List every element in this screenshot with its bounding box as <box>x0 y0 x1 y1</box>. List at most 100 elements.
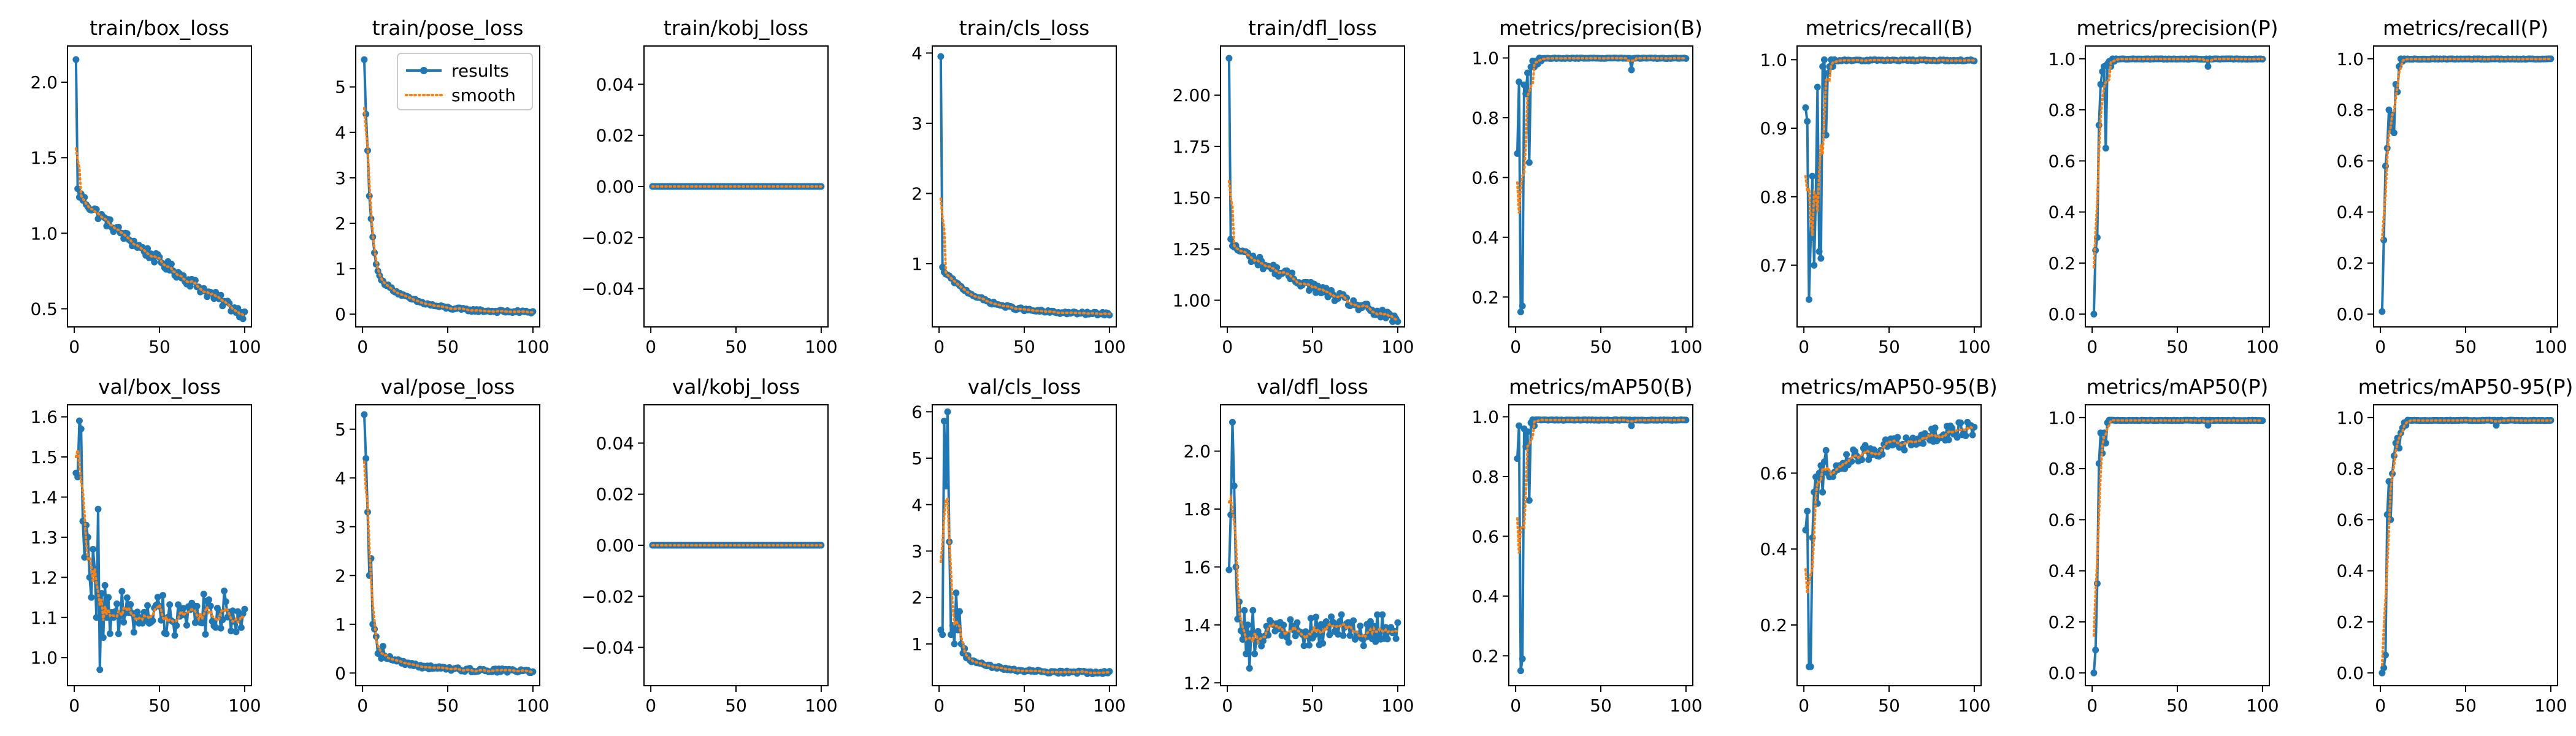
x-tick-label: 100 <box>1958 696 1990 716</box>
y-tick-label: 0.00 <box>596 535 634 556</box>
results-data-point <box>1243 650 1250 657</box>
axes-frame <box>1220 404 1405 686</box>
results-data-point <box>1517 667 1524 675</box>
y-tick-label: 4 <box>911 495 922 515</box>
results-data-point <box>1229 418 1236 426</box>
x-tick-label: 50 <box>1878 337 1900 357</box>
subplot-metrics-map50-95-b: metrics/mAP50-95(B) 0 50 100 0.2 0.4 0.6 <box>1760 375 1997 716</box>
x-tick-label: 50 <box>437 337 459 357</box>
y-tick-label: 0.00 <box>596 177 634 197</box>
y-tick-label: 3 <box>911 541 922 561</box>
x-tick-label: 0 <box>69 337 80 357</box>
y-tick-label: 1.0 <box>1760 50 1787 70</box>
y-tick-label: 1.0 <box>1471 48 1499 68</box>
smooth-series-line <box>2092 57 2264 269</box>
y-tick-label: 0.4 <box>2336 202 2364 223</box>
smooth-series-line <box>2380 419 2552 667</box>
results-data-point <box>1338 611 1345 618</box>
results-data-point <box>123 594 131 602</box>
y-tick-label: 1.0 <box>30 648 58 668</box>
results-data-point <box>1949 424 1956 432</box>
results-data-point <box>2090 669 2098 677</box>
results-data-point <box>105 594 112 601</box>
results-data-point <box>2382 651 2389 659</box>
x-tick-label: 0 <box>2375 696 2386 716</box>
results-data-point <box>113 600 121 607</box>
y-tick-label: 3 <box>335 517 346 537</box>
x-tick-label: 100 <box>2534 337 2567 357</box>
results-data-point <box>77 425 85 432</box>
results-data-point <box>1350 617 1357 624</box>
subplot-title: val/dfl_loss <box>1257 375 1368 399</box>
subplot-title: metrics/mAP50(P) <box>2087 375 2269 399</box>
x-tick-label: 0 <box>645 337 656 357</box>
results-data-point <box>1962 432 1969 439</box>
results-data-point <box>1811 261 1818 269</box>
axes-frame <box>1796 45 1982 328</box>
subplot-title: train/kobj_loss <box>664 16 808 40</box>
y-tick-label: −0.02 <box>581 228 634 248</box>
y-tick-label: 0.4 <box>2048 202 2076 223</box>
subplot-metrics-precision-b: metrics/precision(B) 0 50 100 0.2 0.4 0.6 0.8 1.… <box>1471 16 1702 357</box>
results-data-point <box>1524 428 1531 435</box>
x-tick-label: 0 <box>1510 696 1521 716</box>
y-tick-label: 0.6 <box>1760 463 1787 483</box>
subplot-metrics-recall-b: metrics/recall(B) 0 50 100 0.7 0.8 0.9 1.0 <box>1760 16 1990 357</box>
results-data-point <box>1273 264 1281 271</box>
results-data-point <box>1225 55 1233 62</box>
subplot-train-cls-loss: train/cls_loss 0 50 100 1 2 3 4 <box>911 16 1125 357</box>
results-data-point <box>1519 655 1526 662</box>
legend-smooth-label: smooth <box>451 85 516 105</box>
subplot-title: val/cls_loss <box>968 375 1081 399</box>
axes-frame <box>2373 45 2558 328</box>
results-data-point <box>1858 456 1866 464</box>
x-tick-label: 100 <box>805 337 837 357</box>
results-data-point <box>191 277 199 284</box>
y-tick-label: −0.04 <box>581 279 634 299</box>
results-data-point <box>1311 632 1318 639</box>
smooth-series-line <box>939 497 1111 675</box>
subplot-title: train/pose_loss <box>372 16 524 40</box>
results-data-point <box>362 454 370 462</box>
y-tick-label: 1.0 <box>30 223 58 243</box>
axes-frame <box>1508 404 1693 686</box>
subplot-title: metrics/mAP50-95(P) <box>2358 375 2574 399</box>
y-tick-label: 2.0 <box>30 72 58 93</box>
x-tick-label: 50 <box>437 696 459 716</box>
plot-area <box>1514 416 1690 675</box>
results-data-point <box>1628 422 1635 429</box>
results-data-point <box>2102 145 2109 152</box>
y-tick-label: 4 <box>911 43 922 63</box>
results-data-point <box>205 596 213 604</box>
results-data-point <box>96 666 104 673</box>
results-data-point <box>134 608 141 616</box>
results-data-point <box>1225 566 1233 573</box>
results-data-point <box>166 601 174 608</box>
results-data-point <box>1322 618 1330 626</box>
results-data-point <box>1237 627 1244 634</box>
y-tick-label: 1.6 <box>1183 557 1211 577</box>
results-data-point <box>183 621 190 629</box>
x-tick-label: 0 <box>1222 337 1233 357</box>
x-tick-label: 50 <box>1013 337 1035 357</box>
results-data-point <box>1909 434 1917 442</box>
results-data-point <box>1227 236 1235 243</box>
results-data-point <box>1807 663 1814 670</box>
y-tick-label: 1.4 <box>1183 615 1211 635</box>
results-data-point <box>1524 69 1531 77</box>
subplot-title: val/box_loss <box>98 375 221 399</box>
results-data-point <box>180 605 187 612</box>
x-tick-label: 50 <box>148 337 171 357</box>
smooth-series-line <box>1804 425 1976 594</box>
axes-frame <box>355 45 540 328</box>
results-data-point <box>118 588 126 595</box>
y-tick-label: 3 <box>335 168 346 188</box>
plot-area <box>2090 416 2266 677</box>
results-data-point <box>529 668 537 675</box>
results-data-point <box>217 624 224 632</box>
subplot-title: metrics/precision(B) <box>1499 16 1703 40</box>
results-data-point <box>149 617 156 624</box>
subplot-metrics-map50-p: metrics/mAP50(P) 0 50 100 0.0 0.2 0.4 0.6 0.8 1.0 <box>2048 375 2279 716</box>
smooth-series-line <box>1227 493 1399 645</box>
subplot-title: train/box_loss <box>90 16 229 40</box>
